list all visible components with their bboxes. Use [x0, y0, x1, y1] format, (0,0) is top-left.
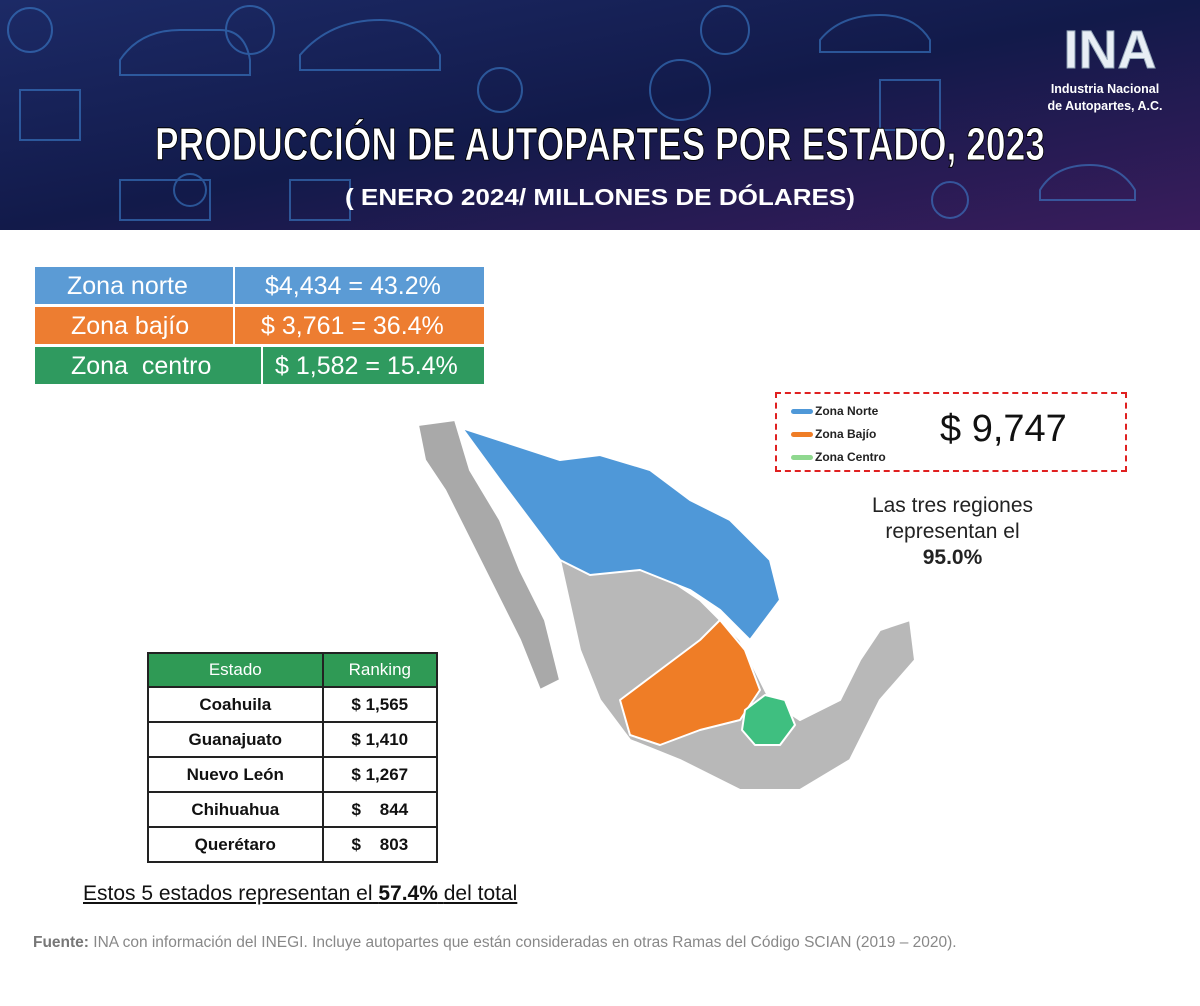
header-icons: [7, 5, 1136, 221]
zone-row: Zona bajío $ 3,761 = 36.4%: [35, 307, 484, 344]
summary: Estos 5 estados representan el 57.4% del…: [83, 882, 517, 906]
summary-text: Estos 5 estados representan el: [83, 882, 373, 905]
legend-box: Zona Norte Zona Bajío Zona Centro: [775, 392, 1127, 472]
ranking-row: Coahuila $ 1,565: [147, 686, 439, 723]
regions-value: 95.0%: [922, 546, 983, 569]
logo: INA: [1064, 20, 1157, 80]
legend-item: Zona Norte: [791, 404, 878, 418]
state-name: Nuevo León: [147, 756, 324, 793]
state-name: Querétaro: [147, 826, 324, 863]
header-row: Estado Ranking: [147, 652, 439, 688]
zone-row: Zona norte $4,434 = 43.2%: [35, 267, 484, 304]
legend-label: Zona Norte: [815, 404, 879, 418]
summary-value: 57.4%: [378, 882, 438, 905]
source: Fuente: INA con información del INEGI. I…: [33, 934, 957, 952]
ranking-body: Coahuila $ 1,565 Guanajuato $ 1,410 Nuevo Le…: [147, 686, 439, 863]
state-value: $ 1,565: [321, 686, 439, 723]
state-value: $ 844: [321, 791, 439, 828]
zona-norte: [461, 427, 781, 641]
zone-value: $ 3,761 = 36.4%: [261, 312, 444, 340]
zone-value: $4,434 = 43.2%: [265, 272, 441, 300]
legend-item: Zona Bajío: [791, 427, 876, 441]
state-value: $ 1,410: [321, 721, 439, 758]
ranking-table: Estado Ranking Coahuila $ 1,565 Guanajuato…: [147, 652, 439, 863]
source-label: Fuente:: [33, 934, 89, 951]
ranking-row: Nuevo León $ 1,267: [147, 756, 439, 793]
source-text: INA con información del INEGI. Incluye a…: [93, 934, 957, 951]
zone-name: Zona norte: [67, 272, 188, 300]
baja-california: [417, 419, 561, 691]
state-name: Chihuahua: [147, 791, 324, 828]
ranking-row: Querétaro $ 803: [147, 826, 439, 863]
state-name: Coahuila: [147, 686, 324, 723]
title: PRODUCCIÓN DE AUTOPARTES POR ESTADO, 202…: [155, 118, 1045, 170]
zone-name: Zona bajío: [71, 312, 190, 340]
legend-item: Zona Centro: [791, 450, 886, 464]
zona-bajio: [619, 619, 761, 746]
state-value: $ 1,267: [321, 756, 439, 793]
zone-name: Zona centro: [71, 352, 212, 380]
ranking-row: Guanajuato $ 1,410: [147, 721, 439, 758]
state-value: $ 803: [321, 826, 439, 863]
total-value: $ 9,747: [940, 408, 1067, 450]
separator: [233, 307, 235, 344]
summary-tail: del total: [443, 882, 518, 905]
separator: [261, 347, 263, 384]
state-name: Guanajuato: [147, 721, 324, 758]
logo-name: Industria Nacional: [1051, 82, 1159, 96]
zona-centro: [741, 694, 796, 746]
regions-note: Las tres regiones representan el 95.0%: [820, 493, 1085, 571]
legend-label: Zona Centro: [815, 450, 886, 464]
header-banner: PRODUCCIÓN DE AUTOPARTES POR ESTADO, 202…: [0, 0, 1200, 230]
regions-text: Las tres regiones representan el: [871, 494, 1034, 543]
logo-name: de Autopartes, A.C.: [1047, 99, 1162, 113]
zone-value: $ 1,582 = 15.4%: [275, 352, 458, 380]
header-background: [0, 0, 1200, 230]
header-cell: Ranking: [321, 652, 439, 688]
legend-label: Zona Bajío: [815, 427, 877, 441]
ranking-row: Chihuahua $ 844: [147, 791, 439, 828]
mexico-map: [417, 419, 916, 791]
header-cell: Estado: [147, 652, 324, 688]
subtitle: ( ENERO 2024/ MILLONES DE DÓLARES): [345, 183, 855, 210]
zone-row: Zona centro $ 1,582 = 15.4%: [35, 347, 484, 384]
separator: [233, 267, 235, 304]
